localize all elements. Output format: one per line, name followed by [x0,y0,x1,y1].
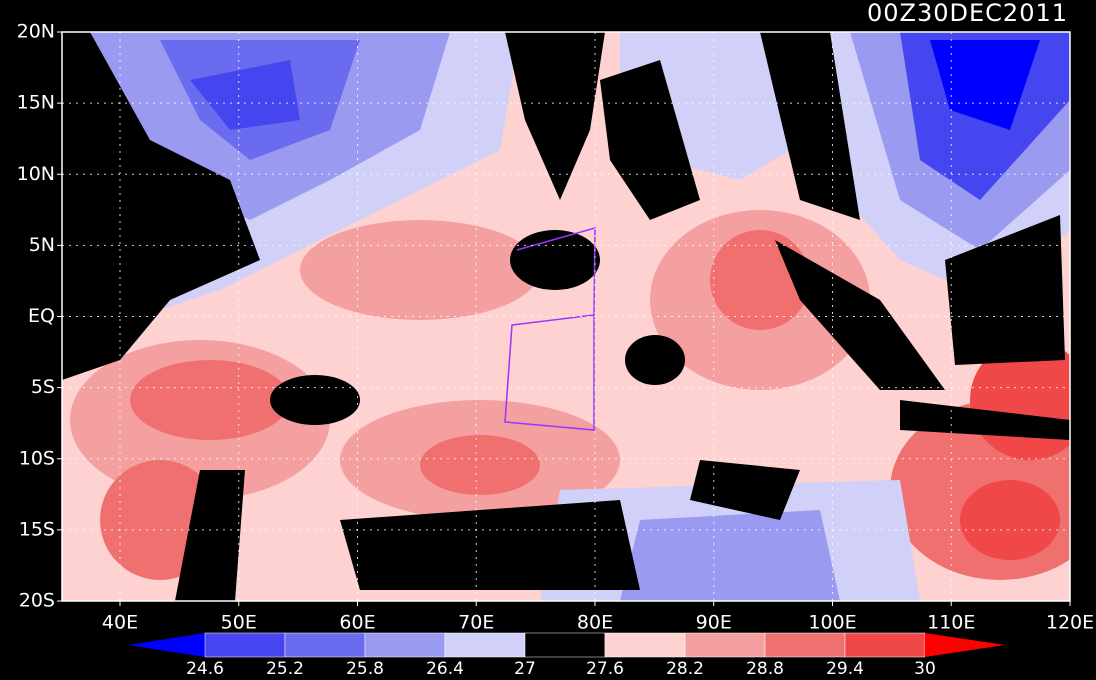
map-title: 00Z30DEC2011 [867,0,1068,27]
lat-label: 10N [17,163,55,185]
colorbar-label: 25.8 [346,659,384,679]
colorbar-arrow [925,633,1005,657]
lon-label: 80E [577,612,613,634]
colorbar-label: 26.4 [426,659,464,679]
colorbar-label: 27 [514,659,536,679]
colorbar-swatch [764,632,846,658]
colorbar-swatch [284,632,366,658]
colorbar-swatch [444,632,526,658]
colorbar-swatch [604,632,686,658]
lon-label: 60E [339,612,375,634]
colorbar-swatch [204,632,286,658]
colorbar-label: 28.8 [746,659,784,679]
colorbar-label: 28.2 [666,659,704,679]
lon-label: 120E [1046,612,1094,634]
lat-label: 20S [19,590,55,612]
lon-label: 50E [221,612,257,634]
colorbar-label: 25.2 [266,659,304,679]
lat-label: 5N [29,234,55,256]
colorbar-swatch [844,632,926,658]
lat-label: 20N [17,21,55,43]
colorbar-arrow [128,633,205,657]
colorbar-swatch [524,632,606,658]
lon-label: 40E [102,612,138,634]
colorbar-label: 24.6 [186,659,224,679]
colorbar-label: 29.4 [826,659,864,679]
colorbar-swatch [364,632,446,658]
lon-label: 90E [696,612,732,634]
lat-label: 15S [19,518,55,540]
lon-label: 100E [808,612,856,634]
colorbar-swatch [684,632,766,658]
colorbar-label: 30 [914,659,936,679]
lat-label: EQ [28,305,55,327]
lat-label: 5S [31,376,55,398]
lon-label: 110E [927,612,975,634]
colorbar-label: 27.6 [586,659,624,679]
lat-label: 15N [17,92,55,114]
lon-label: 70E [458,612,494,634]
sst-field [62,32,1070,601]
lat-label: 10S [19,447,55,469]
